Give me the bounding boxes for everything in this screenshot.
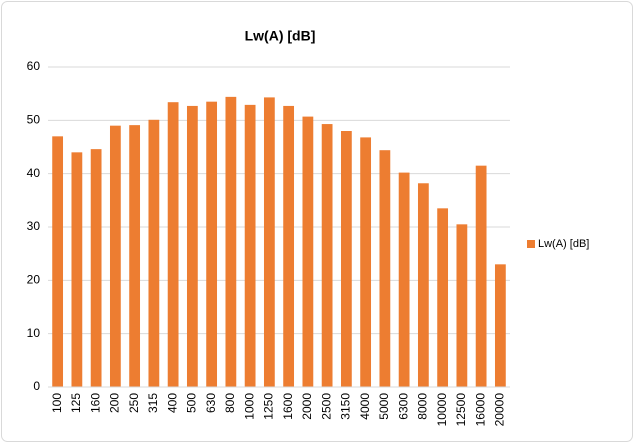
- bar: [417, 183, 429, 387]
- y-tick-label: 0: [33, 379, 40, 393]
- x-tick-label: 10000: [435, 393, 449, 427]
- bar: [167, 102, 179, 387]
- bar: [52, 136, 64, 387]
- bar: [244, 104, 256, 387]
- x-tick-label: 20000: [493, 393, 507, 427]
- x-tick-label: 315: [146, 393, 160, 413]
- y-tick-label: 60: [27, 59, 41, 73]
- x-tick-label: 250: [127, 393, 141, 413]
- bar: [321, 124, 333, 388]
- x-tick-label: 100: [50, 393, 64, 413]
- x-tick-label: 4000: [358, 393, 372, 420]
- bar: [129, 125, 141, 387]
- y-tick-label: 40: [27, 166, 41, 180]
- x-tick-label: 16000: [473, 393, 487, 427]
- bar: [263, 97, 275, 388]
- bar: [148, 119, 160, 388]
- bar: [494, 264, 506, 387]
- bar: [302, 116, 314, 387]
- y-tick-label: 30: [27, 219, 41, 233]
- bar: [398, 172, 410, 387]
- x-tick-label: 160: [88, 393, 102, 413]
- legend-swatch: [527, 240, 535, 248]
- x-tick-label: 800: [223, 393, 237, 413]
- bar: [71, 152, 83, 387]
- bar: [456, 224, 468, 387]
- bar: [475, 165, 487, 387]
- legend-label: Lw(A) [dB]: [538, 238, 589, 250]
- y-tick-label: 20: [27, 273, 41, 287]
- bar: [225, 96, 237, 387]
- x-tick-label: 125: [69, 393, 83, 413]
- x-tick-label: 2500: [319, 393, 333, 420]
- x-tick-label: 200: [108, 393, 122, 413]
- bar: [437, 208, 449, 387]
- x-tick-label: 1600: [281, 393, 295, 420]
- chart-title: Lw(A) [dB]: [245, 28, 316, 44]
- x-tick-label: 5000: [377, 393, 391, 420]
- x-tick-label: 3150: [339, 393, 353, 420]
- bar: [360, 137, 372, 387]
- x-tick-label: 8000: [416, 393, 430, 420]
- bar: [340, 131, 352, 387]
- bar: [379, 150, 391, 387]
- x-tick-label: 630: [204, 393, 218, 413]
- bar: [109, 125, 121, 388]
- x-tick-label: 400: [165, 393, 179, 413]
- bar: [283, 105, 295, 387]
- y-tick-label: 10: [27, 326, 41, 340]
- y-tick-label: 50: [27, 113, 41, 127]
- bar: [186, 105, 198, 387]
- x-tick-label: 500: [185, 393, 199, 413]
- x-tick-label: 12500: [454, 393, 468, 427]
- x-tick-label: 2000: [300, 393, 314, 420]
- x-tick-label: 1250: [262, 393, 276, 420]
- x-tick-label: 6300: [396, 393, 410, 420]
- x-tick-label: 1000: [242, 393, 256, 420]
- bar: [206, 101, 218, 388]
- bar: [90, 149, 102, 387]
